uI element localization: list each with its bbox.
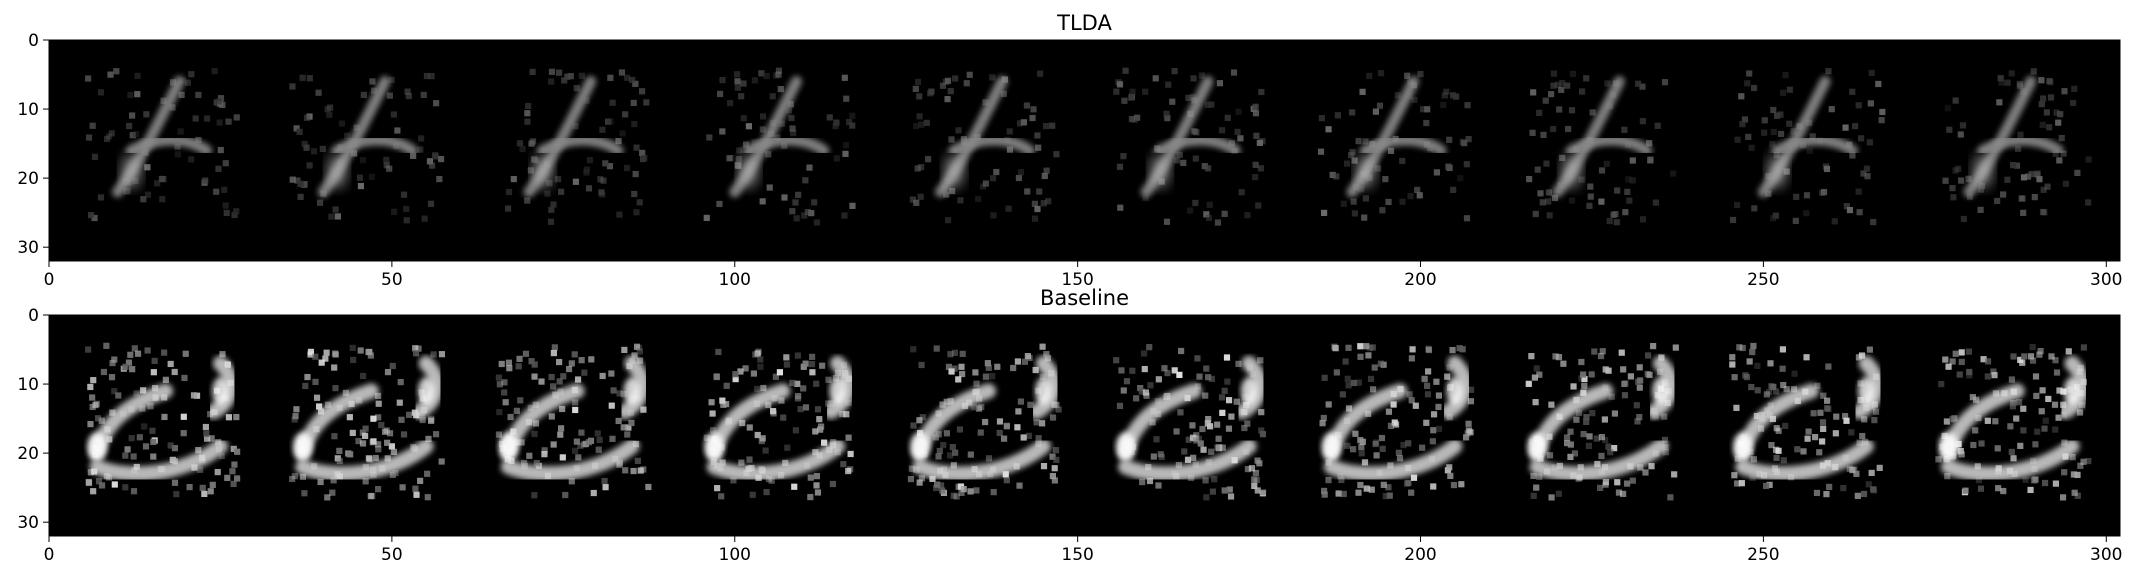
image-tile bbox=[1935, 343, 2092, 510]
image-tile bbox=[1319, 343, 1475, 510]
y-tick-label: 0 bbox=[28, 306, 39, 326]
y-tick-label: 30 bbox=[17, 238, 39, 258]
x-tick-label: 100 bbox=[719, 545, 751, 565]
image-tile bbox=[85, 68, 240, 222]
image-tile bbox=[1113, 344, 1268, 510]
y-tick-label: 0 bbox=[28, 31, 39, 51]
axes-frame bbox=[48, 314, 2121, 537]
x-tick-label: 150 bbox=[1061, 270, 1093, 290]
x-tick-label: 250 bbox=[1747, 545, 1779, 565]
x-tick-label: 100 bbox=[719, 270, 751, 290]
y-tick-label: 20 bbox=[17, 169, 39, 189]
image-tile bbox=[1729, 68, 1886, 226]
image-tile bbox=[1525, 342, 1679, 510]
panel-1: Baseline 0 50 100 150 200 250 300 0 10 20 30 bbox=[17, 286, 2122, 565]
image-tile bbox=[1113, 67, 1266, 226]
x-tick-label: 50 bbox=[381, 270, 403, 290]
y-tick-label: 20 bbox=[17, 444, 39, 464]
panel-0: TLDA 0 50 100 150 200 250 300 0 10 20 30 bbox=[17, 11, 2122, 290]
x-tick-label: 300 bbox=[2090, 270, 2122, 290]
image-tile bbox=[703, 67, 856, 226]
image-tile bbox=[1526, 70, 1677, 226]
image-tile bbox=[289, 72, 445, 224]
x-tick-label: 150 bbox=[1061, 545, 1093, 565]
x-tick-label: 300 bbox=[2090, 545, 2122, 565]
image-tile bbox=[1317, 70, 1472, 222]
panel-title: Baseline bbox=[1040, 286, 1129, 310]
image-tile bbox=[1942, 68, 2092, 223]
image-tile bbox=[907, 343, 1062, 510]
image-tile bbox=[909, 70, 1060, 224]
x-tick-label: 200 bbox=[1404, 545, 1436, 565]
image-tile bbox=[289, 344, 446, 510]
x-tick-label: 200 bbox=[1404, 270, 1436, 290]
axes-frame bbox=[48, 39, 2121, 262]
image-tile bbox=[495, 343, 652, 510]
x-tick-label: 0 bbox=[44, 270, 55, 290]
image-tile bbox=[505, 68, 650, 225]
image-tile bbox=[703, 348, 856, 510]
y-tick-label: 10 bbox=[17, 375, 39, 395]
x-tick-label: 250 bbox=[1747, 270, 1779, 290]
x-tick-label: 0 bbox=[44, 545, 55, 565]
image-tile bbox=[85, 342, 241, 510]
y-tick-label: 30 bbox=[17, 513, 39, 533]
y-tick-label: 10 bbox=[17, 100, 39, 120]
x-tick-label: 50 bbox=[381, 545, 403, 565]
image-tile bbox=[1729, 342, 1885, 510]
panel-title: TLDA bbox=[1056, 11, 1112, 35]
